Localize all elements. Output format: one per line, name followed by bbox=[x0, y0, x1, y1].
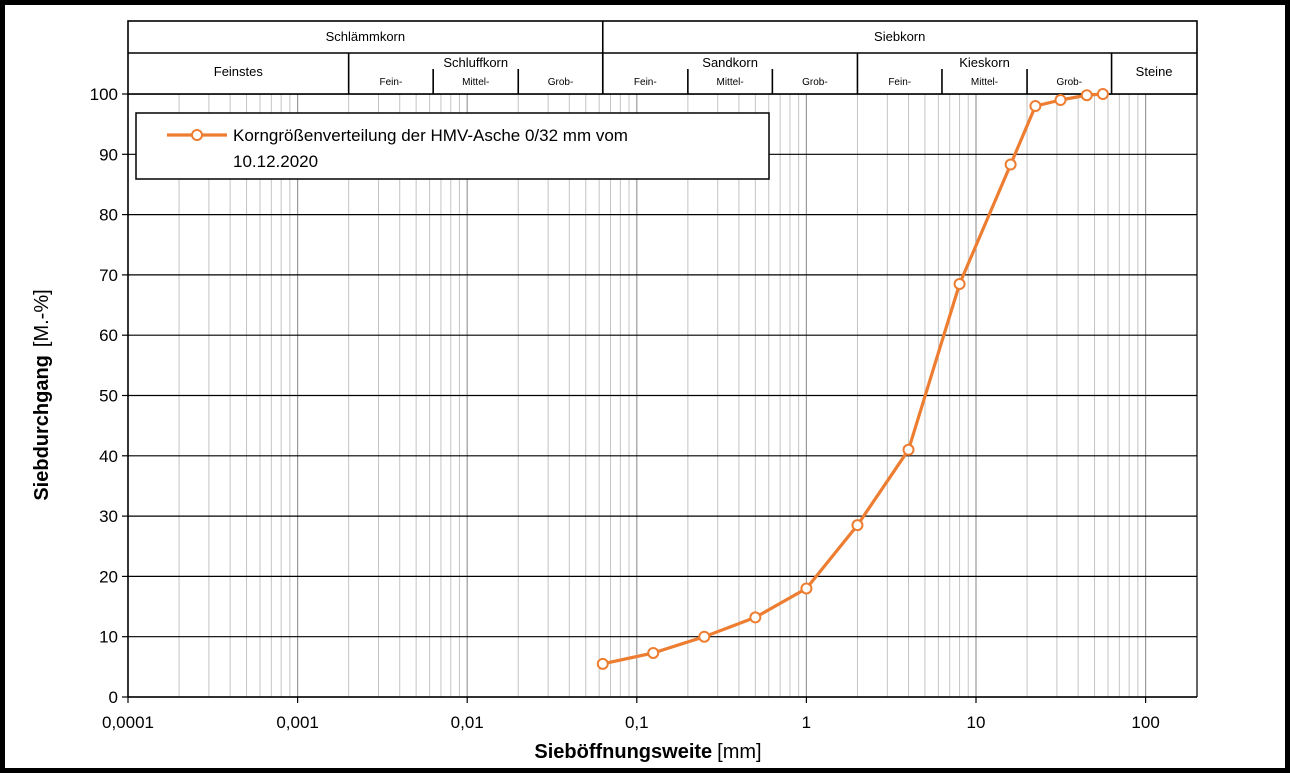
data-point bbox=[953, 277, 966, 290]
data-point bbox=[902, 443, 915, 456]
header-group-label: Kieskorn bbox=[959, 55, 1010, 70]
y-tick-label: 0 bbox=[109, 688, 118, 707]
svg-text:Siebdurchgang[M.-%]: Siebdurchgang [M.-%] bbox=[31, 289, 53, 500]
y-tick-label: 80 bbox=[99, 206, 118, 225]
x-tick-label: 10 bbox=[967, 713, 986, 732]
data-point bbox=[1004, 158, 1017, 171]
header-sub-label: Mittel- bbox=[716, 77, 743, 88]
y-tick-label: 60 bbox=[99, 326, 118, 345]
svg-text:Sieböffnungsweite[mm]: Sieböffnungsweite [mm] bbox=[534, 741, 761, 763]
x-tick-label: 0,01 bbox=[451, 713, 484, 732]
header-group-label: Schluffkorn bbox=[443, 55, 508, 70]
data-point bbox=[800, 582, 813, 595]
y-axis-unit: [M.-%] bbox=[31, 289, 53, 347]
data-series bbox=[596, 88, 1109, 670]
x-tick-label: 0,001 bbox=[276, 713, 319, 732]
data-point bbox=[1029, 100, 1042, 113]
y-tick-label: 100 bbox=[90, 85, 118, 104]
data-point bbox=[1054, 94, 1067, 107]
legend-label-line1: Korngrößenverteilung der HMV-Asche 0/32 … bbox=[233, 126, 628, 145]
y-axis-title: Siebdurchgang [M.-%] bbox=[31, 289, 53, 500]
y-tick-label: 10 bbox=[99, 628, 118, 647]
x-axis-title: Sieböffnungsweite [mm] bbox=[534, 741, 761, 763]
header-group-label: Sandkorn bbox=[702, 55, 758, 70]
y-tick-label: 20 bbox=[99, 567, 118, 586]
grid-layer bbox=[128, 93, 1197, 698]
legend-marker-sample bbox=[191, 129, 203, 141]
data-point bbox=[851, 519, 864, 532]
legend: Korngrößenverteilung der HMV-Asche 0/32 … bbox=[135, 112, 770, 180]
legend-box bbox=[135, 112, 770, 180]
header-group-label: Feinstes bbox=[214, 64, 264, 79]
x-tick-label: 100 bbox=[1131, 713, 1159, 732]
header-sub-label: Fein- bbox=[888, 77, 911, 88]
x-tick-label: 0,1 bbox=[625, 713, 649, 732]
data-point bbox=[698, 630, 711, 643]
y-tick-label: 70 bbox=[99, 266, 118, 285]
header-sub-label: Grob- bbox=[548, 77, 574, 88]
y-tick-label: 90 bbox=[99, 145, 118, 164]
header-top-label: Siebkorn bbox=[874, 29, 925, 44]
data-point bbox=[749, 611, 762, 624]
header-group-label: Steine bbox=[1136, 64, 1173, 79]
x-tick-label: 1 bbox=[802, 713, 811, 732]
header-top-label: Schlämmkorn bbox=[326, 29, 405, 44]
y-tick-label: 30 bbox=[99, 507, 118, 526]
x-tick-label: 0,0001 bbox=[102, 713, 154, 732]
classification-header: Schlämmkorn Siebkorn Feinstes Schluffkorn Fe… bbox=[127, 20, 1198, 95]
axes: 0 10 20 30 40 50 60 70 80 90 100 0,0001 0,001 0,01 0,1… bbox=[90, 85, 1198, 732]
header-sub-label: Mittel- bbox=[971, 77, 998, 88]
y-tick-label: 40 bbox=[99, 447, 118, 466]
header-frame bbox=[127, 20, 1198, 95]
header-sub-label: Mittel- bbox=[462, 77, 489, 88]
x-axis-unit: [mm] bbox=[717, 741, 761, 763]
y-axis-label: Siebdurchgang bbox=[31, 355, 53, 501]
legend-label-line2: 10.12.2020 bbox=[233, 152, 318, 171]
header-sub-label: Fein- bbox=[634, 77, 657, 88]
header-sub-label: Fein- bbox=[380, 77, 403, 88]
data-point bbox=[647, 646, 660, 659]
header-sub-label: Grob- bbox=[802, 77, 828, 88]
x-axis-label: Sieböffnungsweite bbox=[534, 741, 712, 763]
y-tick-label: 50 bbox=[99, 387, 118, 406]
data-point bbox=[1096, 88, 1109, 100]
data-point bbox=[1080, 89, 1093, 102]
data-point bbox=[596, 657, 609, 670]
header-sub-label: Grob- bbox=[1057, 77, 1083, 88]
